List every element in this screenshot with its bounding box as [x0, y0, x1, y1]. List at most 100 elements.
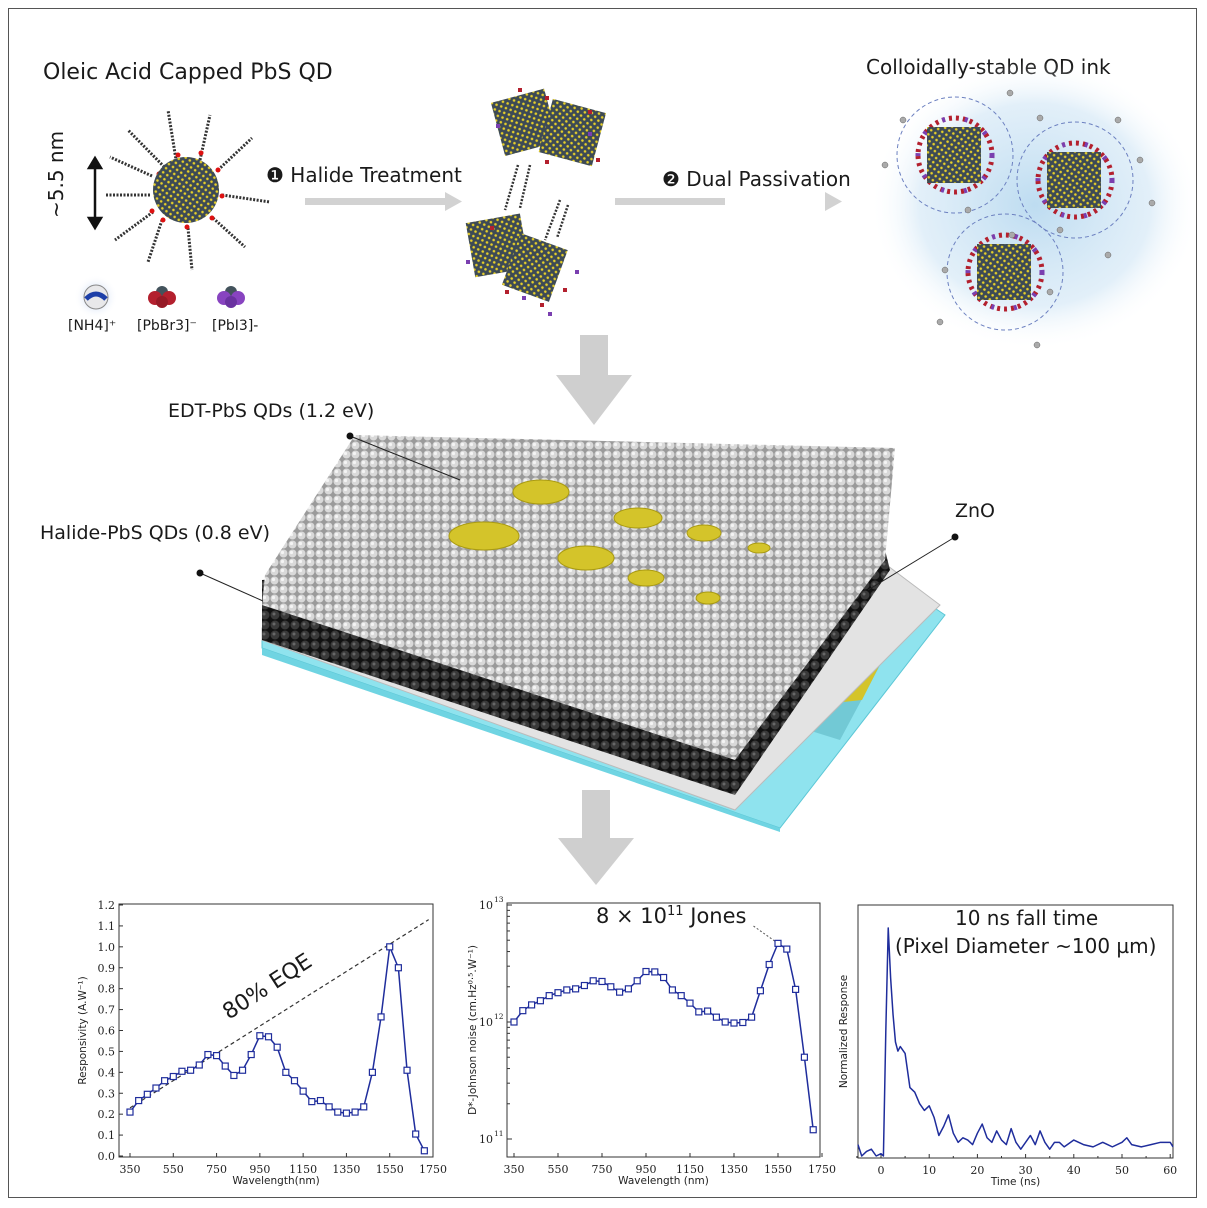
- step1-label: Halide Treatment: [290, 163, 462, 187]
- label-edt-pbs: EDT-PbS QDs (1.2 eV): [168, 400, 375, 422]
- annotation-leader: [751, 924, 779, 944]
- svg-text:Normalized Response: Normalized Response: [838, 975, 850, 1088]
- qd-ink-icon: [870, 60, 1200, 350]
- data-point: [178, 1067, 186, 1075]
- data-point: [580, 981, 589, 990]
- data-point: [290, 1077, 299, 1085]
- data-point: [765, 960, 773, 969]
- svg-text:Wavelength (nm): Wavelength (nm): [618, 1175, 709, 1187]
- arrow-dual-passivation-icon: [615, 192, 842, 211]
- svg-text:1150: 1150: [289, 1163, 317, 1176]
- svg-text:1550: 1550: [764, 1163, 792, 1176]
- data-point: [247, 1050, 255, 1059]
- data-point: [571, 985, 580, 993]
- chart3-subtitle: (Pixel Diameter ~100 µm): [895, 934, 1157, 958]
- data-point: [212, 1051, 221, 1060]
- data-point: [386, 943, 394, 951]
- step2-label-wrap: ❷ Dual Passivation: [662, 167, 851, 191]
- svg-text:350: 350: [120, 1163, 141, 1176]
- data-point: [615, 988, 624, 996]
- arrow-halide-treatment-icon: [305, 192, 462, 211]
- data-point: [256, 1032, 264, 1040]
- data-point: [809, 1126, 817, 1134]
- svg-text:50: 50: [1115, 1164, 1129, 1177]
- data-point: [651, 968, 659, 976]
- data-point: [377, 1013, 385, 1021]
- svg-text:1750: 1750: [419, 1163, 447, 1176]
- data-point: [774, 939, 782, 947]
- data-point: [739, 1018, 747, 1027]
- data-point: [695, 1008, 703, 1016]
- svg-text:0.9: 0.9: [98, 962, 116, 975]
- data-point: [800, 1053, 809, 1061]
- svg-text:10: 10: [479, 899, 493, 912]
- size-arrow-icon: [86, 155, 104, 231]
- data-point: [624, 985, 633, 993]
- eqe-dashed-line: [129, 919, 429, 1109]
- data-point: [316, 1096, 325, 1105]
- pbbr3-molecule-icon: [148, 286, 176, 308]
- data-point: [642, 967, 650, 976]
- svg-text:Wavelength(nm): Wavelength(nm): [232, 1175, 319, 1187]
- step1-number: ❶: [266, 163, 284, 187]
- svg-text:30: 30: [1019, 1164, 1033, 1177]
- data-point: [712, 1013, 721, 1021]
- svg-text:10: 10: [479, 1016, 493, 1029]
- data-point: [394, 964, 402, 972]
- data-point: [230, 1071, 238, 1080]
- chart2-annotation: 8 × 1011 Jones: [596, 904, 747, 928]
- label-zno: ZnO: [955, 500, 996, 522]
- callout-lines: [199, 435, 956, 602]
- callout-dot-halide: [196, 569, 204, 577]
- step2-number: ❷: [662, 167, 680, 191]
- data-point: [510, 1018, 518, 1026]
- data-point: [756, 987, 765, 995]
- data-point: [721, 1018, 729, 1026]
- data-point: [536, 997, 545, 1005]
- legend-nh4-label: [NH4]⁺: [68, 318, 117, 334]
- label-halide-pbs: Halide-PbS QDs (0.8 eV): [40, 522, 271, 544]
- svg-text:11: 11: [494, 1129, 504, 1138]
- svg-text:1350: 1350: [720, 1163, 748, 1176]
- data-point: [282, 1068, 290, 1076]
- svg-text:60: 60: [1163, 1164, 1177, 1177]
- data-point: [135, 1096, 143, 1105]
- legend-pbi3-label: [PbI3]-: [212, 318, 259, 334]
- svg-text:0.0: 0.0: [98, 1150, 116, 1163]
- data-point: [747, 1013, 756, 1021]
- data-point: [152, 1084, 160, 1092]
- svg-text:0.3: 0.3: [98, 1087, 116, 1100]
- legend-pbbr3-label: [PbBr3]⁻: [137, 318, 197, 334]
- svg-text:40: 40: [1067, 1164, 1081, 1177]
- svg-text:0.5: 0.5: [98, 1045, 116, 1058]
- svg-text:550: 550: [163, 1163, 184, 1176]
- data-point: [554, 989, 562, 997]
- data-point: [791, 985, 800, 993]
- data-point: [677, 992, 685, 1000]
- data-point: [598, 977, 606, 986]
- figure-frame: [8, 8, 1197, 1198]
- svg-text:950: 950: [636, 1163, 657, 1176]
- data-point: [686, 999, 694, 1007]
- svg-text:750: 750: [592, 1163, 613, 1176]
- svg-text:13: 13: [494, 895, 504, 904]
- halide-treated-qds-icon: [465, 88, 607, 316]
- data-point: [420, 1147, 428, 1155]
- svg-text:1.2: 1.2: [98, 899, 116, 912]
- chart-responsivity: 0.0 0.1 0.2 0.3 0.4 0.5 0.6 0.7 0.8 0.9 1.0 1.1 1.2 3…: [77, 899, 447, 1187]
- step2-label: Dual Passivation: [686, 167, 851, 191]
- data-point: [204, 1050, 212, 1059]
- chart3-title: 10 ns fall time: [955, 906, 1099, 930]
- data-point: [195, 1061, 203, 1069]
- data-point: [342, 1109, 351, 1117]
- data-point: [169, 1072, 177, 1081]
- callout-dot-edt: [346, 432, 354, 440]
- data-point: [545, 992, 553, 1000]
- data-point: [308, 1098, 316, 1106]
- device-stack-icon: [261, 435, 946, 832]
- data-point: [334, 1108, 342, 1116]
- data-point: [187, 1066, 195, 1074]
- svg-text:12: 12: [494, 1012, 504, 1021]
